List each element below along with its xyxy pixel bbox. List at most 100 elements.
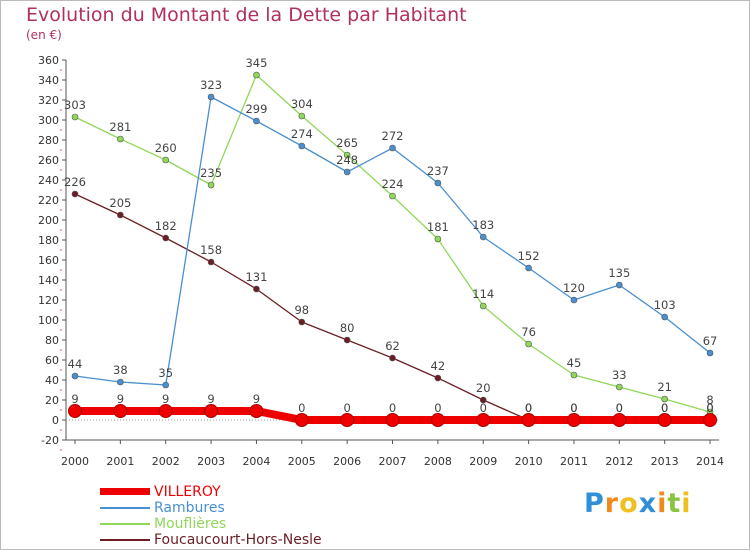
data-point xyxy=(162,234,170,242)
y-tick-label: 200 xyxy=(38,214,59,227)
data-point xyxy=(616,383,623,391)
data-point xyxy=(117,211,124,219)
data-label: 272 xyxy=(382,129,404,143)
y-tick-label: 100 xyxy=(38,314,59,327)
data-label: 80 xyxy=(340,321,355,335)
x-tick-label: 2005 xyxy=(288,455,316,468)
x-tick-label: 2012 xyxy=(605,455,633,468)
data-label: 20 xyxy=(476,381,491,395)
y-tick-label: 160 xyxy=(38,254,59,267)
data-label: 0 xyxy=(616,401,623,415)
data-point xyxy=(294,413,309,427)
data-label: 299 xyxy=(245,102,267,116)
y-tick-label: 20 xyxy=(45,394,59,407)
x-tick-label: 2009 xyxy=(469,455,497,468)
y-tick-label: 360 xyxy=(38,54,59,67)
data-label: 120 xyxy=(563,281,585,295)
y-tick-label: 240 xyxy=(38,174,59,187)
data-label: 0 xyxy=(480,401,487,415)
legend-label-rambures: Rambures xyxy=(154,500,225,516)
data-label: 274 xyxy=(291,127,313,141)
data-label: 303 xyxy=(64,98,86,112)
data-label: 44 xyxy=(68,357,83,371)
data-label: 9 xyxy=(207,392,214,406)
data-label: 0 xyxy=(706,401,713,415)
data-label: 35 xyxy=(158,366,173,380)
data-point xyxy=(389,144,396,152)
data-label: 45 xyxy=(567,356,582,370)
data-point xyxy=(113,404,128,418)
x-tick-label: 2001 xyxy=(106,455,134,468)
y-tick-label: 280 xyxy=(38,134,59,147)
data-point xyxy=(612,413,627,427)
legend-label-villeroy: VILLEROY xyxy=(154,484,221,500)
x-tick-label: 2006 xyxy=(333,455,361,468)
y-tick-label: 60 xyxy=(45,354,59,367)
data-label: 0 xyxy=(389,401,396,415)
chart-series xyxy=(68,71,718,427)
data-point xyxy=(204,404,219,418)
data-point xyxy=(479,396,487,404)
legend-swatch-villeroy xyxy=(100,488,150,495)
data-label: 9 xyxy=(253,392,260,406)
data-point xyxy=(521,413,536,427)
data-label: 237 xyxy=(427,164,449,178)
data-point xyxy=(117,135,124,143)
legend-swatch-mouflieres xyxy=(100,523,150,525)
data-point xyxy=(68,404,82,418)
data-label: 76 xyxy=(521,325,536,339)
data-label: 224 xyxy=(382,177,404,191)
data-label: 248 xyxy=(336,153,358,167)
y-tick-label: 80 xyxy=(45,334,59,347)
logo-letter: x xyxy=(638,488,658,519)
y-tick-label: 260 xyxy=(38,154,59,167)
data-label: 304 xyxy=(291,97,313,111)
data-point xyxy=(706,349,714,357)
data-point xyxy=(430,413,445,427)
data-label: 345 xyxy=(245,56,267,70)
logo-letter: r xyxy=(604,488,620,519)
x-tick-label: 2002 xyxy=(152,455,180,468)
y-tick-label: 220 xyxy=(38,194,59,207)
data-point xyxy=(158,404,173,418)
data-label: 235 xyxy=(200,166,222,180)
data-point xyxy=(298,318,306,326)
data-label: 114 xyxy=(472,287,494,301)
data-label: 158 xyxy=(200,243,222,257)
data-point xyxy=(253,71,260,79)
x-tick-label: 2008 xyxy=(424,455,452,468)
data-label: 181 xyxy=(427,220,449,234)
y-tick-label: 180 xyxy=(38,234,59,247)
data-label: 98 xyxy=(294,303,309,317)
y-tick-label: 300 xyxy=(38,114,59,127)
data-label: 0 xyxy=(570,401,577,415)
data-point xyxy=(117,378,124,386)
data-point xyxy=(298,142,306,150)
chart-subtitle: (en €) xyxy=(26,28,62,42)
x-tick-label: 2010 xyxy=(515,455,543,468)
y-tick-label: 120 xyxy=(38,294,59,307)
y-tick-label: 0 xyxy=(52,414,59,427)
y-tick-label: 340 xyxy=(38,74,59,87)
data-point xyxy=(340,413,355,427)
data-label: 0 xyxy=(616,401,623,415)
data-point xyxy=(207,93,215,101)
x-tick-label: 2007 xyxy=(379,455,407,468)
data-point xyxy=(389,192,396,200)
data-point xyxy=(253,285,260,293)
data-point xyxy=(207,181,215,189)
data-label: 0 xyxy=(661,401,668,415)
data-label: 183 xyxy=(472,218,494,232)
data-label: 260 xyxy=(155,141,177,155)
proxiti-logo: Proxiti xyxy=(584,488,692,519)
data-point xyxy=(479,302,487,310)
data-label: 0 xyxy=(343,401,350,415)
x-tick-label: 2000 xyxy=(61,455,89,468)
x-tick-label: 2004 xyxy=(242,455,270,468)
data-label: 62 xyxy=(385,339,400,353)
y-tick-label: -20 xyxy=(41,434,59,447)
y-tick-label: 320 xyxy=(38,94,59,107)
series-line-moufli-res xyxy=(74,74,711,413)
